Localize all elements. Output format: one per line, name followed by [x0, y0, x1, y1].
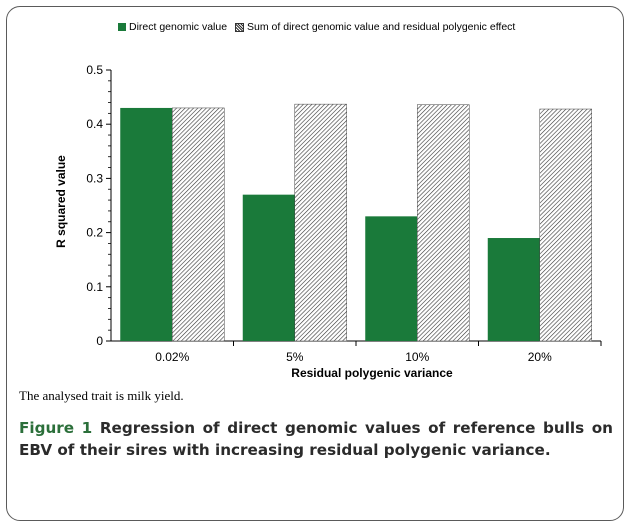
bar-sum-genomic-polygenic [417, 104, 470, 342]
legend-item-sum: Sum of direct genomic value and residual… [235, 21, 515, 33]
y-axis-title: R squared value [54, 155, 68, 248]
bar-sum-genomic-polygenic [172, 107, 225, 342]
y-tick-label: 0.5 [86, 63, 103, 77]
chart-legend: Direct genomic value Sum of direct genom… [118, 20, 523, 34]
x-tick-label: 5% [286, 350, 304, 364]
x-axis-title: Residual polygenic variance [291, 366, 453, 380]
bar-sum-genomic-polygenic [539, 108, 592, 342]
bar-sum-genomic-polygenic [294, 103, 347, 342]
figure-caption-text: Regression of direct genomic values of r… [19, 419, 613, 459]
trait-note: The analysed trait is milk yield. [19, 388, 184, 403]
legend-item-direct: Direct genomic value [118, 21, 227, 33]
y-tick-label: 0.3 [86, 171, 103, 185]
bar-chart: 0 0.1 0.2 0.3 0.4 0.5 0.02% 5% 10% 20% Residual po… [54, 63, 602, 380]
bar-direct-genomic [487, 238, 540, 341]
y-tick-label: 0 [96, 334, 103, 348]
bar-direct-genomic [365, 216, 418, 341]
legend-swatch-direct [118, 23, 126, 31]
x-tick-label: 10% [405, 350, 429, 364]
x-tick-label: 0.02% [155, 350, 189, 364]
y-tick-label: 0.2 [86, 226, 103, 240]
legend-label-sum: Sum of direct genomic value and residual… [247, 21, 516, 33]
legend-swatch-sum [235, 22, 245, 32]
figure-caption: Figure 1 Regression of direct genomic va… [19, 417, 613, 461]
x-tick-label: 20% [528, 350, 552, 364]
figure-label: Figure 1 [19, 419, 93, 437]
bar-direct-genomic [242, 194, 295, 341]
y-tick-label: 0.4 [86, 117, 103, 131]
y-tick-label: 0.1 [86, 280, 103, 294]
figure-caption-end: . [544, 441, 551, 459]
bar-direct-genomic [120, 107, 173, 341]
legend-label-direct: Direct genomic value [129, 21, 228, 33]
